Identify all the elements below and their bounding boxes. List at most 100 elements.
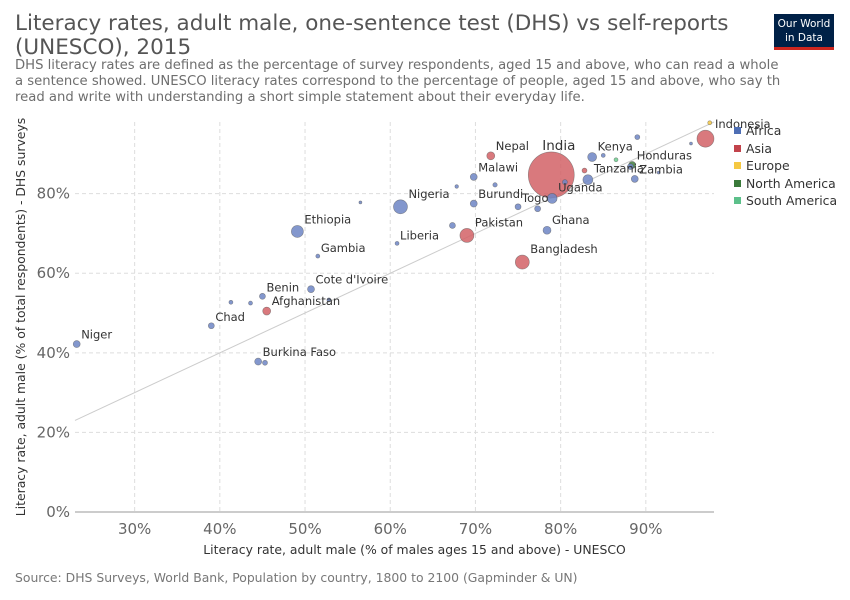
chart-title: Literacy rates, adult male, one-sentence… <box>15 11 729 60</box>
x-tick-label: 70% <box>459 520 492 538</box>
subtitle-line-2: a sentence showed. UNESCO literacy rates… <box>15 74 781 89</box>
point-label: Gambia <box>321 241 366 255</box>
point-label: Nepal <box>496 139 529 153</box>
point-uganda[interactable] <box>546 193 558 204</box>
legend-swatch-africa <box>734 127 741 135</box>
point-unlabeled[interactable] <box>707 120 713 126</box>
legend-label-north-america: North America <box>746 175 836 191</box>
point-unlabeled[interactable] <box>248 300 253 306</box>
logo-line-2: in Data <box>785 32 823 44</box>
point-pakistan[interactable] <box>459 228 475 243</box>
source-note: Source: DHS Surveys, World Bank, Populat… <box>15 570 578 585</box>
point-burkina-faso[interactable] <box>254 357 262 366</box>
point-label: Ethiopia <box>304 212 351 226</box>
point-label: Uganda <box>558 180 602 194</box>
point-benin[interactable] <box>259 293 266 300</box>
point-bangladesh[interactable] <box>514 254 530 270</box>
point-label: Pakistan <box>475 215 523 229</box>
x-tick-label: 30% <box>118 520 151 538</box>
y-axis-label: Literacy rate, adult male (% of total re… <box>13 118 28 516</box>
point-label: Niger <box>81 328 112 342</box>
x-tick-label: 40% <box>203 520 236 538</box>
reference-line <box>74 121 715 421</box>
point-afghanistan[interactable] <box>262 306 272 316</box>
point-unlabeled[interactable] <box>534 205 541 213</box>
y-tick-label: 60% <box>37 264 70 282</box>
legend-item-south-america[interactable]: South America <box>734 192 837 210</box>
point-label: Afghanistan <box>272 294 340 308</box>
point-zambia[interactable] <box>630 175 639 183</box>
point-unlabeled[interactable] <box>627 163 634 170</box>
owid-logo[interactable]: Our World in Data <box>774 14 834 50</box>
point-burundi[interactable] <box>469 199 478 208</box>
subtitle-line-3: read and write with understanding a shor… <box>15 90 585 105</box>
y-tick-label: 40% <box>37 344 70 362</box>
point-label: Zambia <box>639 162 683 176</box>
point-gambia[interactable] <box>315 253 321 259</box>
x-tick-label: 80% <box>544 520 577 538</box>
point-unlabeled[interactable] <box>581 167 588 174</box>
point-unlabeled[interactable] <box>656 170 661 175</box>
point-label: Chad <box>215 310 245 324</box>
legend-swatch-north-america <box>734 179 741 187</box>
point-unlabeled[interactable] <box>613 157 619 163</box>
x-tick-label: 50% <box>288 520 321 538</box>
point-ethiopia[interactable] <box>291 225 304 238</box>
point-label: Indonesia <box>715 117 771 131</box>
logo-line-1: Our World <box>777 18 831 30</box>
point-unlabeled[interactable] <box>326 297 332 303</box>
point-label: Liberia <box>400 228 439 242</box>
point-cote-d-ivoire[interactable] <box>307 285 315 293</box>
point-unlabeled[interactable] <box>358 200 363 205</box>
chart-subtitle: DHS literacy rates are defined as the pe… <box>15 58 850 108</box>
point-chad[interactable] <box>208 322 215 330</box>
point-label: Honduras <box>637 148 692 162</box>
point-label: Kenya <box>598 140 633 154</box>
x-axis-label: Literacy rate, adult male (% of males ag… <box>203 542 626 557</box>
point-malawi[interactable] <box>469 173 478 181</box>
legend-label-africa: Africa <box>746 123 782 139</box>
point-unlabeled[interactable] <box>228 299 234 305</box>
point-label: Cote d'Ivoire <box>316 273 389 287</box>
y-tick-label: 0% <box>46 503 70 521</box>
point-label: Malawi <box>478 160 518 174</box>
point-nepal[interactable] <box>486 151 496 161</box>
point-niger[interactable] <box>72 340 81 348</box>
point-label: India <box>542 138 575 154</box>
legend-item-europe[interactable]: Europe <box>734 157 837 175</box>
point-unlabeled[interactable] <box>262 359 268 366</box>
point-togo[interactable] <box>514 203 522 211</box>
point-unlabeled[interactable] <box>454 184 459 189</box>
subtitle-line-1: DHS literacy rates are defined as the pe… <box>15 58 779 73</box>
point-label: Nigeria <box>408 187 449 201</box>
legend-item-north-america[interactable]: North America <box>734 175 837 193</box>
point-ghana[interactable] <box>542 225 552 235</box>
point-kenya[interactable] <box>587 152 597 162</box>
y-tick-label: 80% <box>37 185 70 203</box>
x-tick-label: 60% <box>374 520 407 538</box>
point-tanzania[interactable] <box>582 174 594 186</box>
point-unlabeled[interactable] <box>492 182 498 188</box>
point-label: Togo <box>521 191 548 205</box>
point-indonesia[interactable] <box>696 129 715 148</box>
point-unlabeled[interactable] <box>600 153 606 158</box>
point-label: Burundi <box>478 187 523 201</box>
legend-label-south-america: South America <box>746 193 838 209</box>
point-label: Bangladesh <box>530 242 597 256</box>
point-unlabeled[interactable] <box>634 134 641 140</box>
point-label: Ghana <box>552 213 590 227</box>
point-label: Benin <box>266 280 299 294</box>
point-label: Tanzania <box>593 162 644 176</box>
legend-item-asia[interactable]: Asia <box>734 140 837 158</box>
point-unlabeled[interactable] <box>449 222 456 229</box>
legend-swatch-asia <box>734 144 741 152</box>
point-nigeria[interactable] <box>393 199 408 215</box>
point-liberia[interactable] <box>394 241 400 246</box>
legend: Africa Asia Europe North America South A… <box>734 122 837 210</box>
legend-swatch-europe <box>734 162 741 170</box>
point-unlabeled[interactable] <box>562 179 568 185</box>
legend-item-africa[interactable]: Africa <box>734 122 837 140</box>
point-unlabeled[interactable] <box>689 141 693 146</box>
x-tick-label: 90% <box>629 520 662 538</box>
